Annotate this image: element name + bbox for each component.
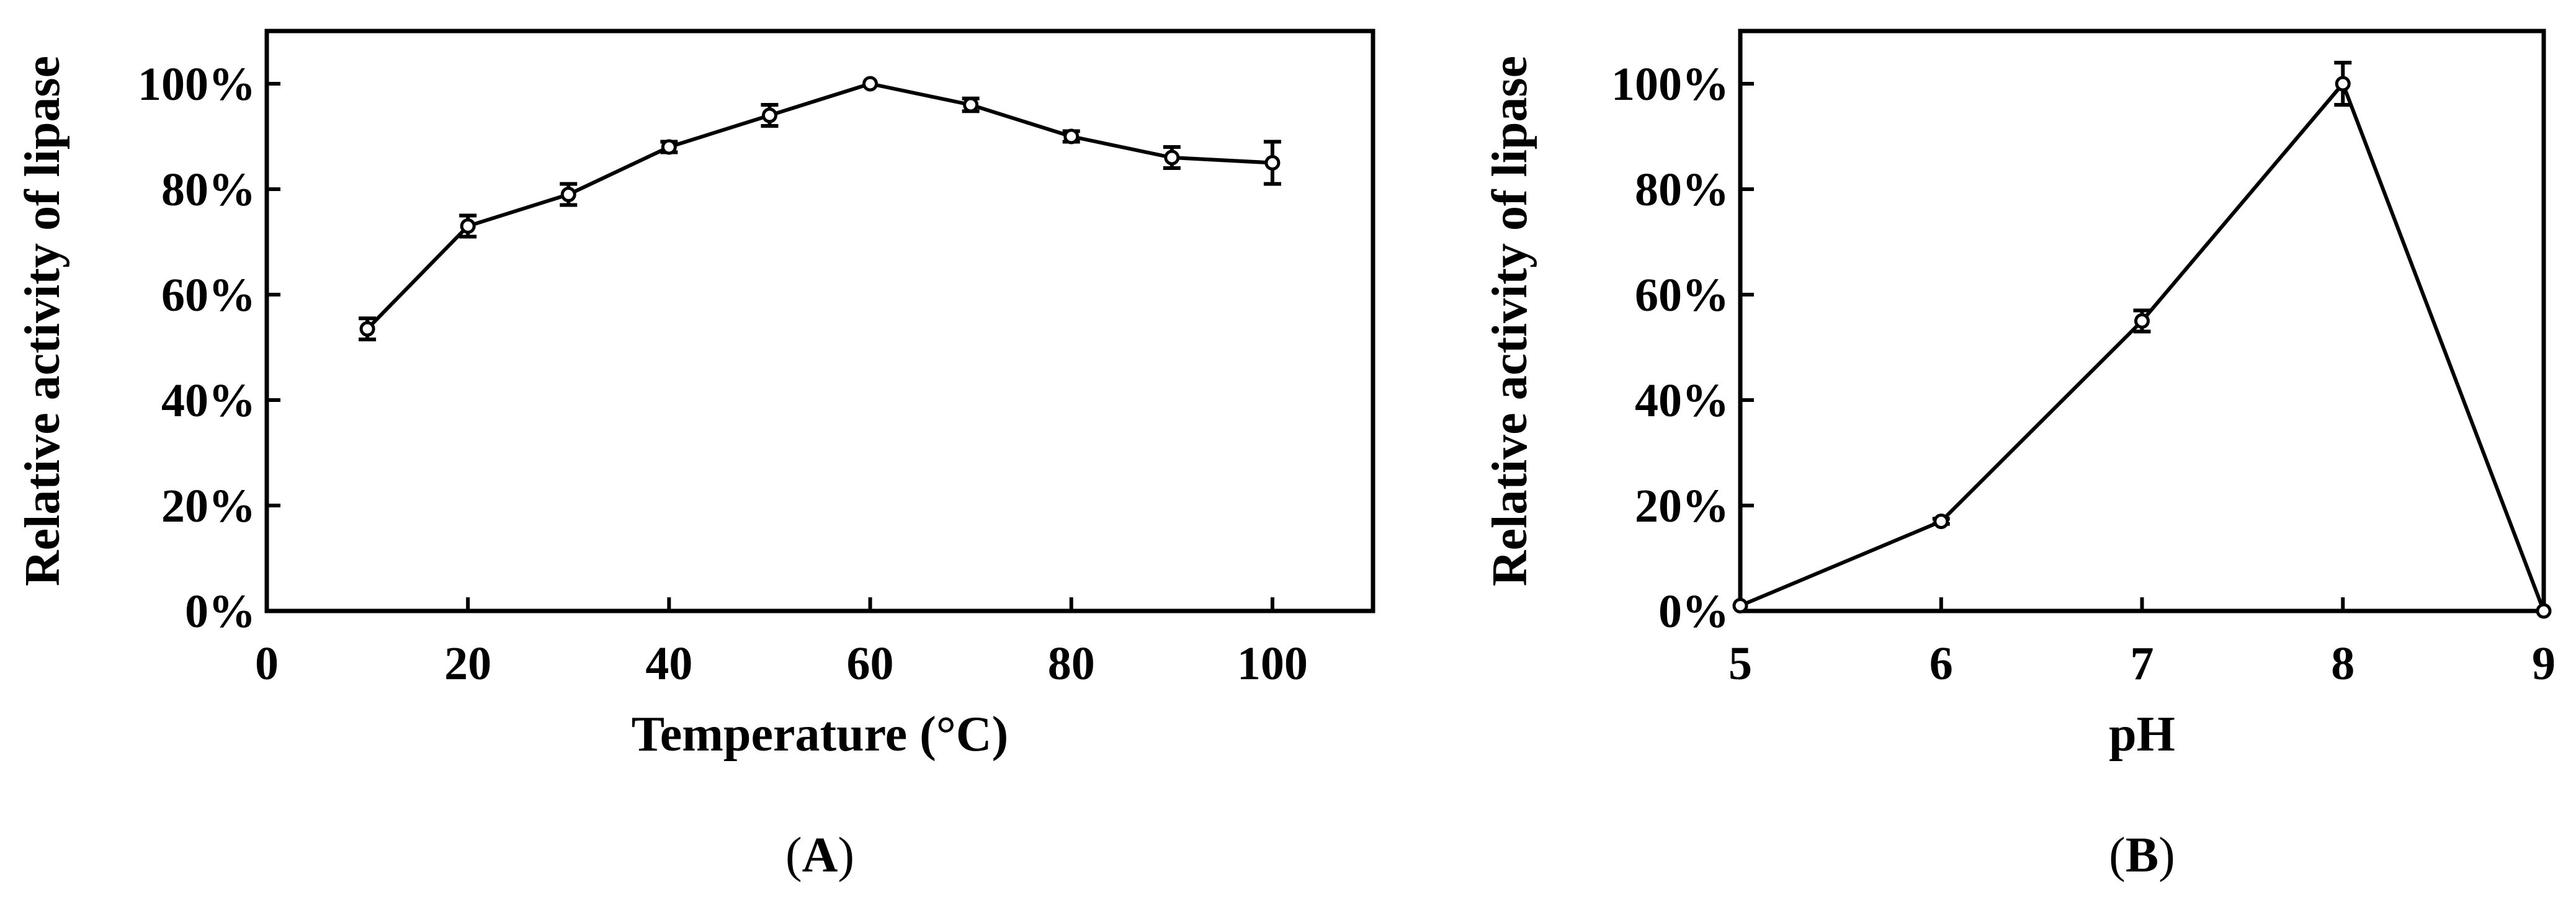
data-point xyxy=(560,187,576,202)
data-point xyxy=(2134,313,2150,329)
data-point xyxy=(963,97,979,113)
data-point xyxy=(1732,598,1748,613)
x-tick-label: 0 xyxy=(255,638,279,690)
x-axis-title: pH xyxy=(2109,707,2175,762)
y-tick-label: 40% xyxy=(161,375,256,427)
y-tick-label: 40% xyxy=(1635,375,1729,427)
x-tick-label: 40 xyxy=(645,638,692,690)
y-tick-label: 20% xyxy=(1635,480,1729,532)
data-point xyxy=(1164,149,1180,166)
panel-label: (A) xyxy=(785,828,854,883)
data-point xyxy=(862,76,879,92)
x-tick-label: 6 xyxy=(1930,638,1953,690)
y-tick-label: 0% xyxy=(1658,586,1729,638)
y-tick-label: 80% xyxy=(161,164,256,216)
y-tick-label: 20% xyxy=(161,480,256,532)
data-point xyxy=(1264,155,1281,171)
data-point xyxy=(2335,76,2351,92)
data-point xyxy=(1063,128,1080,145)
x-tick-label: 80 xyxy=(1048,638,1095,690)
x-tick-label: 20 xyxy=(444,638,491,690)
x-tick-label: 7 xyxy=(2131,638,2154,690)
y-tick-label: 100% xyxy=(138,58,256,110)
panel-label: (B) xyxy=(2109,828,2175,883)
data-point xyxy=(1933,514,1949,529)
data-point xyxy=(460,218,476,234)
x-tick-label: 8 xyxy=(2331,638,2355,690)
y-tick-label: 60% xyxy=(161,269,256,321)
x-axis-title: Temperature (°C) xyxy=(632,707,1008,762)
x-tick-label: 9 xyxy=(2532,638,2556,690)
series-line xyxy=(1739,82,2546,612)
y-axis-title: Relative activity of lipase xyxy=(16,56,70,586)
data-point xyxy=(661,139,677,155)
panel-b: 0% 20% 40% 60% 80% 100% 5 6 7 8 9 pH Relative activi… xyxy=(1483,29,2556,883)
y-tick-label: 0% xyxy=(185,586,256,638)
panel-a: 0% 20% 40% 60% 80% 100% 0 20 40 60 80 100 Temperatur… xyxy=(16,29,1375,883)
y-tick-label: 100% xyxy=(1611,58,1729,110)
x-tick-label: 5 xyxy=(1729,638,1752,690)
data-point xyxy=(359,321,375,337)
data-point xyxy=(2536,603,2552,619)
plot-frame xyxy=(264,29,1375,613)
series-line xyxy=(365,82,1273,331)
y-tick-label: 80% xyxy=(1635,164,1729,216)
y-axis-title: Relative activity of lipase xyxy=(1483,56,1537,586)
x-tick-label: 60 xyxy=(847,638,894,690)
data-point xyxy=(761,107,777,123)
x-tick-label: 100 xyxy=(1237,638,1308,690)
y-tick-label: 60% xyxy=(1635,269,1729,321)
